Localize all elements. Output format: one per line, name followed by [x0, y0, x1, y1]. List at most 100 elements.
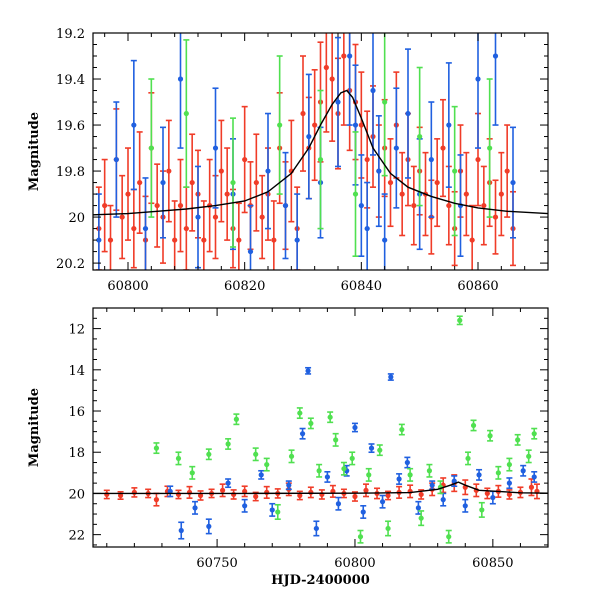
data-point — [308, 420, 314, 426]
data-point — [236, 237, 242, 243]
data-point — [166, 168, 172, 174]
plot-data-group — [93, 315, 548, 544]
data-point — [206, 523, 212, 529]
data-point — [434, 179, 440, 186]
data-point — [131, 489, 137, 496]
y-tick-label: 16 — [68, 405, 85, 420]
data-point — [385, 525, 391, 532]
data-point — [358, 202, 364, 209]
data-point — [492, 53, 499, 59]
data-point — [96, 237, 102, 243]
data-point — [259, 214, 265, 220]
data-point — [352, 493, 358, 500]
x-tick-label: 60750 — [196, 556, 237, 571]
data-point — [282, 202, 289, 209]
data-point — [125, 191, 131, 197]
data-point — [175, 491, 182, 498]
data-point — [463, 191, 469, 197]
data-point — [288, 453, 295, 459]
data-point — [160, 179, 166, 186]
top-panel-zoom: 60800 60820 60840 60860 19.2 19.4 19.6 19.8 20 20… — [27, 27, 549, 294]
data-point — [294, 237, 300, 243]
data-point — [316, 468, 322, 474]
data-point — [177, 202, 184, 209]
data-point — [312, 122, 318, 128]
data-point — [446, 534, 452, 540]
data-point — [218, 168, 224, 174]
data-point — [300, 110, 306, 117]
data-point — [481, 202, 487, 209]
data-point — [186, 489, 193, 496]
data-point — [357, 534, 364, 540]
data-point — [305, 368, 311, 374]
data-point — [352, 191, 359, 197]
data-point — [225, 441, 231, 447]
data-point — [142, 225, 149, 232]
series-1 — [167, 366, 538, 540]
data-point — [154, 202, 160, 209]
data-point — [102, 202, 108, 209]
x-tick-label: 60800 — [107, 279, 148, 294]
data-point — [172, 237, 178, 243]
data-point — [498, 191, 504, 197]
data-point — [335, 501, 342, 507]
plot-frame — [92, 32, 549, 271]
data-point — [457, 317, 463, 323]
data-point — [327, 414, 333, 420]
data-point — [417, 133, 423, 140]
data-point — [175, 455, 182, 462]
data-point — [470, 422, 477, 429]
data-point — [197, 492, 204, 499]
series-1 — [95, 33, 516, 270]
data-point — [113, 156, 119, 163]
data-point — [388, 374, 394, 380]
data-point — [393, 145, 399, 151]
data-point — [495, 470, 501, 476]
data-point — [242, 156, 248, 163]
data-point — [475, 156, 481, 163]
data-point — [220, 487, 226, 493]
y-tick-label: 12 — [68, 323, 85, 338]
data-point — [504, 168, 510, 174]
data-point — [377, 447, 383, 453]
data-point — [212, 145, 219, 151]
y-tick-label: 20.2 — [56, 257, 85, 272]
data-point — [352, 122, 359, 128]
data-point — [306, 133, 312, 140]
data-point — [385, 492, 391, 499]
data-point — [407, 472, 413, 478]
data-point — [192, 505, 198, 511]
data-point — [531, 431, 537, 437]
data-point — [379, 499, 386, 505]
data-point — [347, 53, 353, 59]
data-point — [253, 493, 259, 500]
plot-data-group — [93, 33, 548, 270]
data-point — [131, 225, 137, 232]
y-tick-label: 14 — [68, 364, 85, 379]
data-point — [299, 431, 306, 437]
data-point — [451, 478, 457, 484]
data-point — [360, 509, 366, 515]
data-point — [399, 426, 405, 433]
data-point — [117, 492, 124, 499]
data-point — [195, 214, 201, 220]
data-point — [271, 237, 277, 243]
data-point — [119, 214, 125, 220]
data-point — [506, 461, 512, 468]
data-point — [183, 225, 189, 232]
data-point — [224, 191, 230, 197]
data-point — [349, 455, 355, 462]
data-point — [429, 482, 435, 488]
data-point — [387, 179, 394, 186]
y-axis-label: Magnitude — [27, 112, 42, 191]
data-point — [487, 145, 493, 151]
data-point — [404, 459, 410, 466]
data-point — [323, 64, 329, 71]
data-point — [201, 237, 207, 243]
data-point — [526, 453, 532, 459]
data-point — [104, 491, 110, 498]
data-point — [247, 248, 254, 255]
y-tick-label: 20 — [68, 211, 85, 226]
x-axis-label: HJD-2400000 — [271, 573, 370, 588]
